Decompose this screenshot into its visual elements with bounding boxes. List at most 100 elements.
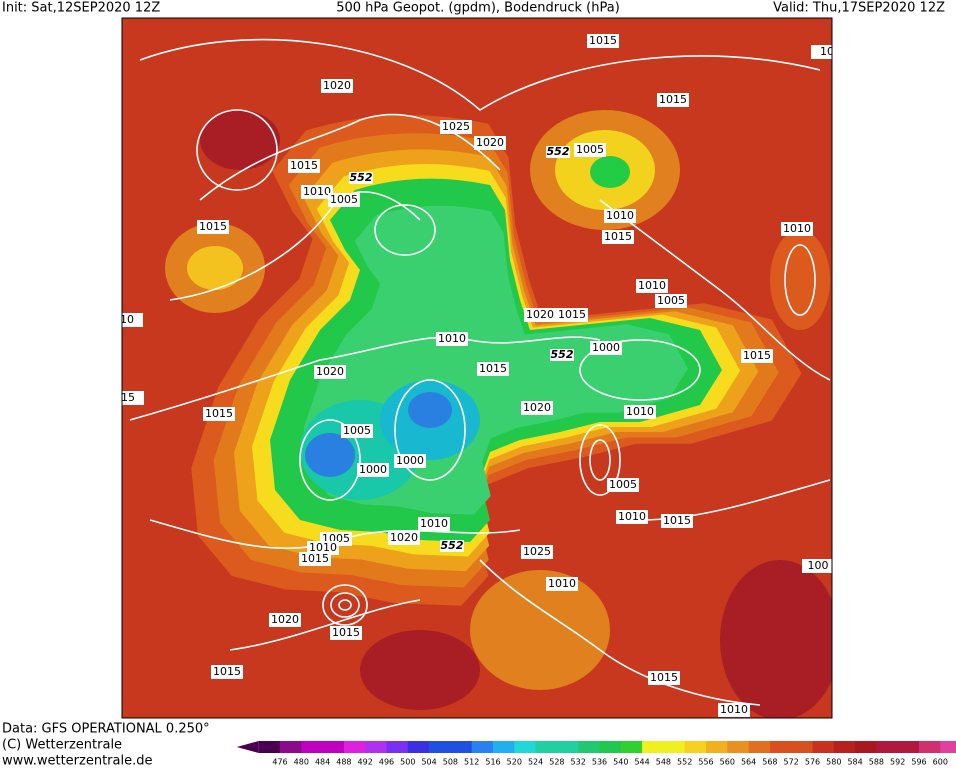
geopotential-label: 552 bbox=[441, 539, 464, 552]
isobar-label-box bbox=[477, 362, 509, 376]
init-time: Init: Sat,12SEP2020 12Z bbox=[2, 1, 160, 16]
isobar-label-box bbox=[574, 143, 606, 157]
isobar-label: 1010 bbox=[618, 510, 646, 523]
isobar-label: 1010 bbox=[626, 405, 654, 418]
colorbar-swatch bbox=[897, 741, 920, 753]
isobar-label: 1020 bbox=[523, 401, 551, 414]
isobar-label-box bbox=[604, 209, 636, 223]
colorbar-label: 584 bbox=[847, 758, 862, 767]
colorbar-swatch bbox=[493, 741, 515, 753]
isobar-label-box bbox=[524, 308, 556, 322]
isobar-label: 1010 bbox=[638, 279, 666, 292]
colorbar-label: 540 bbox=[613, 758, 628, 767]
isobar-label-box bbox=[394, 454, 426, 468]
copyright: (C) Wetterzentrale bbox=[2, 738, 122, 753]
geopotential-label: 552 bbox=[350, 171, 373, 184]
isobar-label: 1020 bbox=[316, 365, 344, 378]
isobar-label-box bbox=[587, 34, 619, 48]
isobar-label-box bbox=[661, 514, 693, 528]
isobar-label-box bbox=[636, 279, 668, 293]
isobar-label: 1005 bbox=[576, 143, 604, 156]
isobar-label: 1015 bbox=[199, 220, 227, 233]
isobar-label: 1000 bbox=[359, 463, 387, 476]
isobar-label: 1015 bbox=[332, 626, 360, 639]
isobar-label-box bbox=[328, 193, 360, 207]
isobar-label-box bbox=[211, 665, 243, 679]
isobar-label-box bbox=[301, 185, 333, 199]
isobar-label: 1015 bbox=[650, 671, 678, 684]
colorbar-label: 480 bbox=[294, 758, 309, 767]
colorbar-label: 484 bbox=[315, 758, 330, 767]
colorbar-swatch bbox=[620, 741, 643, 753]
colorbar-label: 592 bbox=[890, 758, 905, 767]
map-area: 1015102010251020101510101005100510151010… bbox=[122, 18, 834, 718]
colorbar-label: 552 bbox=[677, 758, 692, 767]
isobar-label-box bbox=[802, 559, 832, 573]
isobar-label-box bbox=[616, 510, 648, 524]
isobar-label: 1020 bbox=[526, 308, 554, 321]
colorbar-label: 524 bbox=[528, 758, 543, 767]
colorbar-label: 508 bbox=[443, 758, 458, 767]
field-patch bbox=[305, 433, 355, 477]
colorbar-swatch bbox=[919, 741, 941, 753]
colorbar-label: 564 bbox=[741, 758, 756, 767]
valid-time: Valid: Thu,17SEP2020 12Z bbox=[773, 1, 945, 16]
colorbar-label: 532 bbox=[571, 758, 586, 767]
isobar-label: 1010 bbox=[783, 222, 811, 235]
isobar-label: 1015 bbox=[659, 93, 687, 106]
isobar-label: 1010 bbox=[606, 209, 634, 222]
isobar-label-box bbox=[122, 313, 143, 327]
isobar-label: 1010 bbox=[420, 517, 448, 530]
isobar-label-box bbox=[602, 230, 634, 244]
geopotential-label: 552 bbox=[551, 348, 574, 361]
colorbar-swatch bbox=[301, 741, 324, 753]
colorbar-label: 496 bbox=[379, 758, 394, 767]
isobar-label: 1020 bbox=[476, 136, 504, 149]
colorbar-label: 576 bbox=[805, 758, 820, 767]
isobar-label-box bbox=[657, 93, 689, 107]
field-patch bbox=[408, 392, 452, 428]
colorbar-label: 488 bbox=[336, 758, 351, 767]
isobar-label: 1015 bbox=[479, 362, 507, 375]
colorbar-swatch bbox=[855, 741, 877, 753]
field-patch bbox=[770, 230, 830, 330]
isobar-label: 1025 bbox=[523, 545, 551, 558]
isobar-label: 1010 bbox=[720, 703, 748, 716]
field-patch bbox=[590, 156, 630, 188]
colorbar-swatch bbox=[791, 741, 813, 753]
field-patch bbox=[360, 630, 480, 710]
isobar-label: 1005 bbox=[657, 294, 685, 307]
isobar-label-box bbox=[197, 220, 229, 234]
colorbar: 476 480 484 488 492 496 500 504 508 512 516 520 524 5… bbox=[236, 741, 956, 767]
colorbar-swatch bbox=[812, 741, 835, 753]
isobar-label-box bbox=[307, 541, 339, 555]
field-patch bbox=[187, 246, 243, 290]
colorbar-label: 500 bbox=[400, 758, 415, 767]
colorbar-swatch bbox=[343, 741, 366, 753]
isobar-label-box bbox=[330, 626, 362, 640]
isobar-label: 1020 bbox=[323, 79, 351, 92]
isobar-label-box bbox=[521, 545, 553, 559]
isobar-label: 100 bbox=[808, 559, 829, 572]
isobar-label-box bbox=[299, 552, 331, 566]
geopotential-label: 552 bbox=[547, 145, 570, 158]
colorbar-label: 512 bbox=[464, 758, 479, 767]
isobar-label-box bbox=[624, 405, 656, 419]
isobar-label-box bbox=[648, 671, 680, 685]
isobar-label-box bbox=[314, 365, 346, 379]
isobar-label: 1025 bbox=[442, 120, 470, 133]
isobar-label: 10 bbox=[820, 45, 834, 58]
website: www.wetterzentrale.de bbox=[2, 754, 152, 768]
colorbar-swatch bbox=[769, 741, 792, 753]
map-title: 500 hPa Geopot. (gpdm), Bodendruck (hPa) bbox=[336, 1, 620, 16]
colorbar-swatch bbox=[471, 741, 494, 753]
colorbar-label: 600 bbox=[933, 758, 948, 767]
isobar-label-box bbox=[288, 159, 320, 173]
colorbar-swatch bbox=[514, 741, 537, 753]
isobar-label-box bbox=[607, 478, 639, 492]
field-patch bbox=[200, 110, 280, 170]
colorbar-label: 596 bbox=[911, 758, 926, 767]
colorbar-label: 536 bbox=[592, 758, 607, 767]
